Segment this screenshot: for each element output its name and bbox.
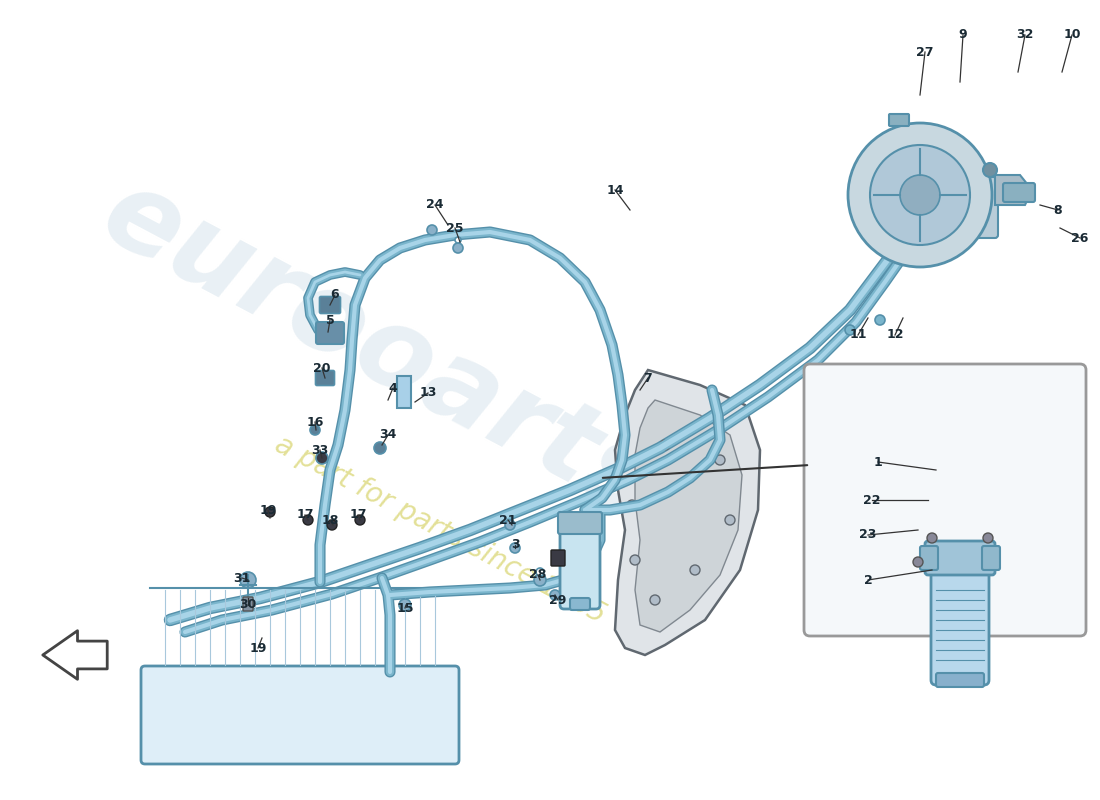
Polygon shape [635, 400, 742, 632]
Text: 19: 19 [260, 503, 277, 517]
Circle shape [660, 440, 670, 450]
Text: 30: 30 [240, 598, 256, 611]
Text: 33: 33 [311, 443, 329, 457]
Text: 34: 34 [379, 429, 397, 442]
Text: 11: 11 [849, 329, 867, 342]
Text: 29: 29 [549, 594, 566, 606]
FancyBboxPatch shape [982, 546, 1000, 570]
Text: 19: 19 [250, 642, 266, 654]
Text: 7: 7 [644, 371, 652, 385]
Circle shape [715, 455, 725, 465]
Text: 23: 23 [859, 529, 877, 542]
FancyBboxPatch shape [243, 597, 253, 611]
FancyBboxPatch shape [1003, 183, 1035, 202]
Text: 14: 14 [606, 183, 624, 197]
Text: 8: 8 [1054, 203, 1063, 217]
Text: 17: 17 [350, 509, 366, 522]
Circle shape [240, 572, 256, 588]
FancyBboxPatch shape [558, 512, 602, 534]
Circle shape [870, 145, 970, 245]
Text: 12: 12 [887, 329, 904, 342]
Circle shape [983, 163, 997, 177]
Text: a part for parts since 1485: a part for parts since 1485 [270, 430, 610, 630]
Circle shape [874, 315, 886, 325]
Circle shape [374, 442, 386, 454]
Text: 32: 32 [1016, 29, 1034, 42]
Circle shape [302, 515, 313, 525]
FancyBboxPatch shape [932, 177, 998, 238]
Text: 5: 5 [326, 314, 334, 326]
Text: 26: 26 [1071, 231, 1089, 245]
FancyBboxPatch shape [936, 673, 985, 687]
Text: 9: 9 [959, 29, 967, 42]
FancyBboxPatch shape [570, 598, 590, 610]
Text: 25: 25 [447, 222, 464, 234]
Circle shape [453, 243, 463, 253]
Polygon shape [996, 175, 1032, 205]
FancyBboxPatch shape [931, 565, 989, 685]
FancyBboxPatch shape [319, 297, 341, 314]
Text: 31: 31 [233, 571, 251, 585]
Circle shape [265, 507, 275, 517]
Circle shape [534, 574, 546, 586]
Text: 3: 3 [510, 538, 519, 551]
Text: 27: 27 [916, 46, 934, 58]
Text: 20: 20 [314, 362, 331, 374]
FancyArrowPatch shape [43, 630, 107, 679]
Text: 15: 15 [396, 602, 414, 614]
Text: 2: 2 [864, 574, 872, 586]
Text: 13: 13 [419, 386, 437, 399]
FancyBboxPatch shape [920, 546, 938, 570]
Circle shape [690, 565, 700, 575]
Text: 18: 18 [321, 514, 339, 526]
Circle shape [327, 520, 337, 530]
Text: 1: 1 [873, 455, 882, 469]
Text: 10: 10 [1064, 29, 1080, 42]
Text: 6: 6 [331, 289, 339, 302]
Circle shape [550, 590, 560, 600]
Circle shape [399, 599, 411, 611]
FancyBboxPatch shape [804, 364, 1086, 636]
Circle shape [355, 515, 365, 525]
Text: 24: 24 [427, 198, 443, 211]
Circle shape [510, 543, 520, 553]
FancyBboxPatch shape [889, 114, 909, 126]
Circle shape [927, 533, 937, 543]
FancyBboxPatch shape [141, 666, 459, 764]
Circle shape [848, 123, 992, 267]
Text: 4: 4 [388, 382, 397, 394]
FancyBboxPatch shape [925, 541, 996, 575]
Text: 17: 17 [296, 509, 314, 522]
Circle shape [427, 225, 437, 235]
Text: 21: 21 [499, 514, 517, 526]
FancyBboxPatch shape [551, 550, 565, 566]
Circle shape [310, 425, 320, 435]
Circle shape [845, 325, 855, 335]
FancyBboxPatch shape [560, 521, 600, 609]
Circle shape [900, 175, 940, 215]
FancyBboxPatch shape [397, 376, 411, 408]
Text: 22: 22 [864, 494, 881, 506]
Text: eurooarts: eurooarts [85, 159, 675, 541]
Circle shape [725, 515, 735, 525]
Circle shape [536, 568, 544, 576]
Circle shape [630, 555, 640, 565]
Text: 16: 16 [306, 415, 323, 429]
Circle shape [983, 533, 993, 543]
Text: 28: 28 [529, 569, 547, 582]
Circle shape [627, 500, 637, 510]
Circle shape [455, 237, 461, 243]
Circle shape [650, 595, 660, 605]
Circle shape [913, 557, 923, 567]
FancyBboxPatch shape [316, 322, 344, 344]
Circle shape [505, 520, 515, 530]
FancyBboxPatch shape [316, 370, 334, 386]
Circle shape [316, 452, 328, 464]
Polygon shape [615, 370, 760, 655]
